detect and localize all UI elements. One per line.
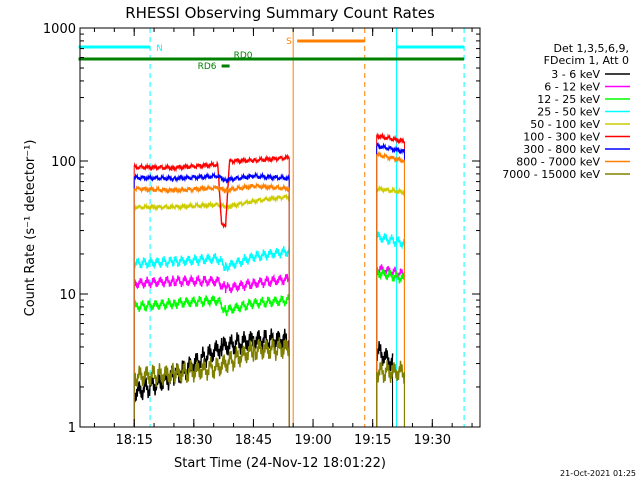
series-line-8-1 (376, 360, 406, 384)
y-tick-label-0: 1 (68, 421, 76, 436)
chart-title: RHESSI Observing Summary Count Rates (125, 4, 435, 22)
legend-label-7: 800 - 7000 keV (516, 156, 600, 169)
legend-label-4: 50 - 100 keV (530, 118, 600, 131)
series-7 (133, 150, 406, 427)
series-line-4-1 (376, 184, 406, 197)
flag-label-rd6: RD6 (198, 62, 217, 72)
y-tick-label-3: 1000 (43, 22, 76, 37)
series-0 (133, 328, 394, 427)
series-line-3-0 (133, 246, 290, 272)
series-line-8-0 (133, 337, 290, 387)
legend-header-0: Det 1,3,5,6,9, (553, 42, 629, 55)
x-tick-label-4: 19:15 (354, 433, 391, 448)
x-tick-label-5: 19:30 (414, 433, 451, 448)
flag-label-rd0: RD0 (234, 51, 253, 61)
plot-frame (79, 27, 481, 428)
series-line-4-0 (133, 193, 290, 212)
series-line-7-0 (133, 182, 290, 195)
series-line-1-0 (133, 273, 290, 294)
series-line-6-0 (133, 171, 290, 184)
legend-header-1: FDecim 1, Att 0 (544, 54, 629, 67)
x-axis-label: Start Time (24-Nov-12 18:01:22) (174, 456, 386, 471)
x-tick-label-3: 19:00 (294, 433, 331, 448)
y-axis-label: Count Rate (s⁻¹ detector⁻¹) (23, 140, 38, 317)
x-tick-label-0: 18:15 (115, 433, 152, 448)
series-8 (133, 337, 406, 427)
y-tick-label-2: 100 (51, 155, 76, 170)
series-line-0-0 (133, 328, 290, 403)
series-line-2-0 (133, 294, 290, 317)
legend-label-6: 300 - 800 keV (523, 143, 600, 156)
x-tick-label-2: 18:45 (235, 433, 272, 448)
y-tick-label-1: 10 (59, 288, 76, 303)
flag-label-s: S (286, 37, 292, 47)
flag-label-n: N (156, 44, 163, 54)
series-3 (133, 231, 406, 427)
series-line-7-1 (376, 150, 406, 164)
legend-label-3: 25 - 50 keV (537, 106, 600, 119)
legend-label-5: 100 - 300 keV (523, 131, 600, 144)
series-4 (133, 184, 406, 427)
series-line-5-0 (133, 153, 290, 230)
series-line-3-1 (376, 231, 406, 250)
legend-label-2: 12 - 25 keV (537, 93, 600, 106)
legend-label-0: 3 - 6 keV (551, 68, 600, 81)
legend-label-1: 6 - 12 keV (544, 81, 600, 94)
series-line-6-1 (376, 141, 406, 155)
series-line-2-1 (376, 267, 406, 284)
x-tick-label-1: 18:30 (175, 433, 212, 448)
series-line-5-1 (376, 132, 406, 145)
series-line-0-1 (376, 341, 394, 372)
timestamp: 21-Oct-2021 01:25 (560, 469, 636, 478)
legend-label-8: 7000 - 15000 keV (502, 168, 600, 181)
